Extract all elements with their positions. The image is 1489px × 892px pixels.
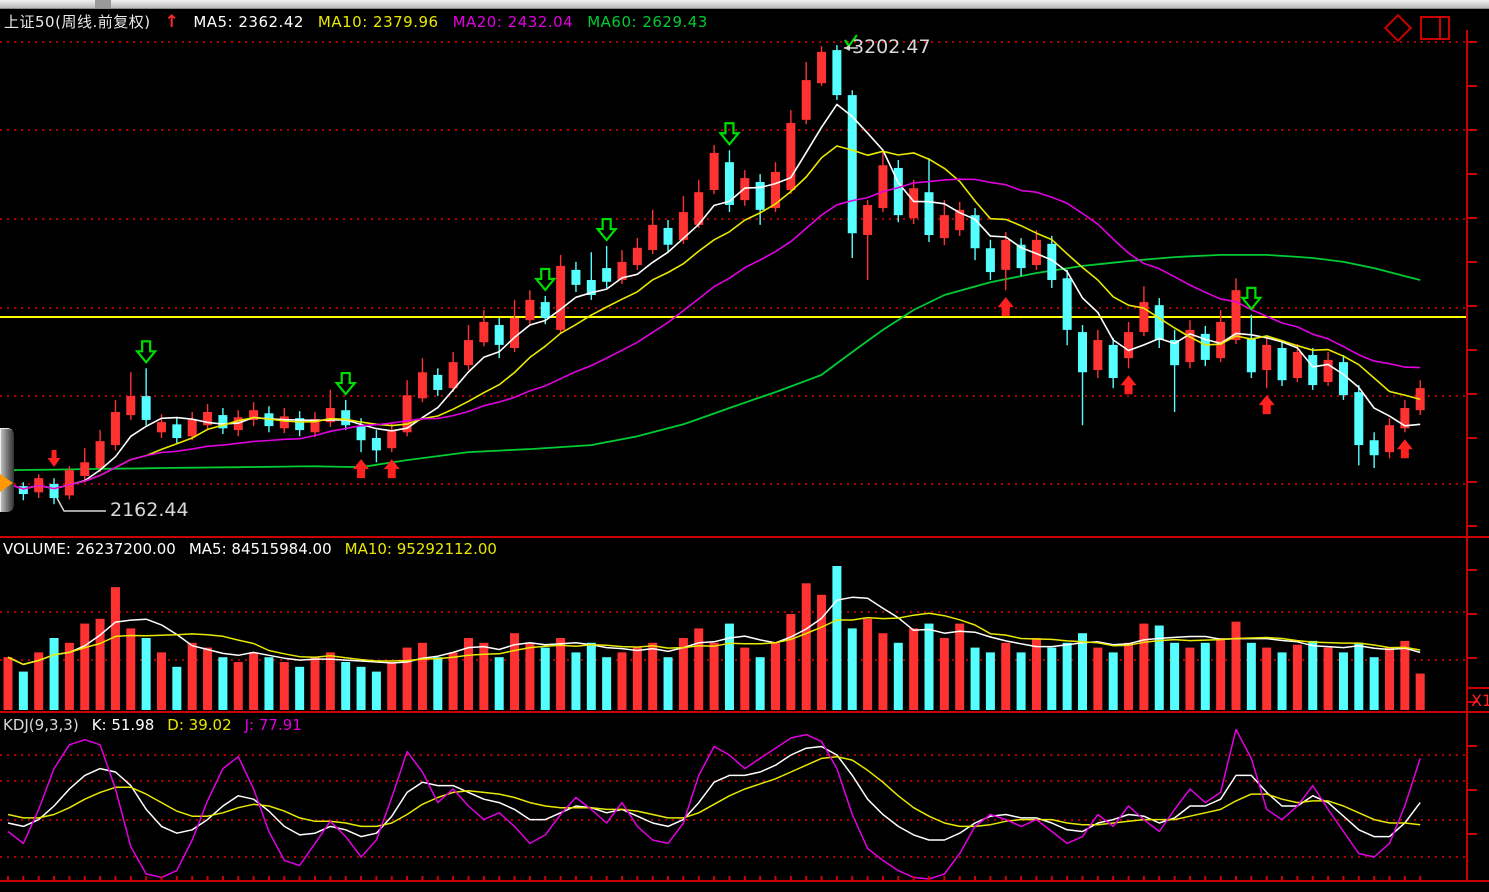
volume-ma5-readout: MA5: 84515984.00 [188,540,332,558]
panel-layout-icon[interactable] [1420,16,1450,40]
ma20-readout: MA20: 2432.04 [452,12,574,31]
left-edge-price-pointer-icon [0,474,13,492]
ma10-readout: MA10: 2379.96 [317,12,439,31]
chart-toolbar-icons [1383,13,1450,43]
window-edge-notch [95,0,111,8]
volume-readout: VOLUME: 26237200.00 [3,540,176,558]
main-chart-header: 上证50(周线.前复权) ↑ MA5: 2362.42 MA10: 2379.9… [4,11,708,32]
low-price-annotation: 2162.44 [110,499,189,521]
volume-panel-header: VOLUME: 26237200.00 MA5: 84515984.00 MA1… [3,540,497,558]
window-top-edge [0,0,1489,9]
trend-up-arrow-icon: ↑ [164,11,180,32]
kdj-k-readout: K: 51.98 [91,716,155,734]
diamond-tool-icon[interactable] [1383,13,1413,43]
ma60-readout: MA60: 2629.43 [587,12,708,31]
kdj-indicator-label: KDJ(9,3,3) [3,716,79,734]
high-price-annotation: 3202.47 [852,36,931,58]
kdj-d-readout: D: 39.02 [167,716,232,734]
ma5-readout: MA5: 2362.42 [193,12,304,31]
kdj-panel-header: KDJ(9,3,3) K: 51.98 D: 39.02 J: 77.91 [3,716,302,734]
volume-ma10-readout: MA10: 95292112.00 [344,540,497,558]
kdj-j-readout: J: 77.91 [244,716,302,734]
sidebar-collapse-handle[interactable] [0,428,14,512]
x-scale-badge: X1 [1471,691,1489,710]
symbol-title: 上证50(周线.前复权) [4,13,151,31]
